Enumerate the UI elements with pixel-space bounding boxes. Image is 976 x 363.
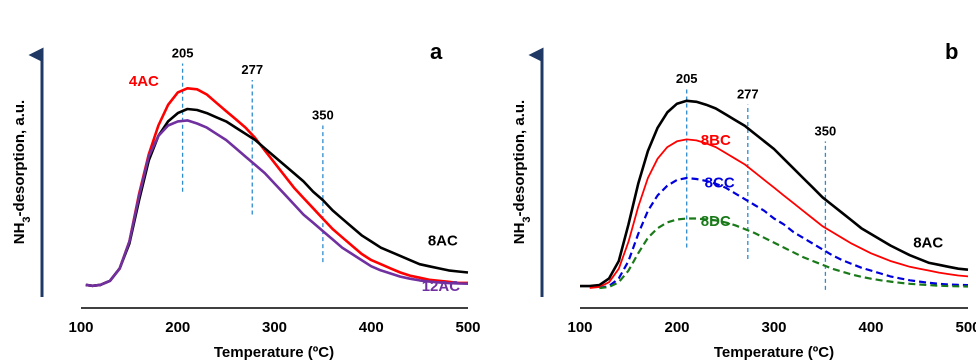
b-series-8CC (599, 176, 969, 290)
b-x-tick-label: 100 (567, 319, 592, 336)
a-x-tick-label: 500 (455, 319, 480, 336)
b-panel-label: b (945, 39, 958, 64)
b-x-tick-label: 200 (664, 319, 689, 336)
a-series-8AC (85, 107, 469, 288)
a-x-axis-label: Temperature (ºC) (214, 344, 334, 361)
b-series-8BC (589, 138, 969, 289)
b-x-tick-label: 400 (858, 319, 883, 336)
a-series-label-8AC: 8AC (428, 233, 458, 250)
a-x-tick-label: 100 (68, 319, 93, 336)
b-reference-label-205: 205 (676, 71, 698, 86)
b-reference-label-350: 350 (815, 123, 837, 138)
b-series-label-8CC: 8CC (705, 175, 735, 192)
b-y-axis-label: NH3-desorption, a.u. (511, 100, 533, 244)
a-y-axis-label: NH3-desorption, a.u. (11, 100, 33, 244)
a-series-label-4AC: 4AC (129, 73, 159, 90)
a-x-tick-label: 400 (359, 319, 384, 336)
b-series-8AC (580, 99, 969, 288)
b-series-label-8BC: 8BC (701, 132, 731, 149)
b-x-axis-label: Temperature (ºC) (714, 344, 834, 361)
b-series-label-8DC: 8DC (701, 213, 731, 230)
a-x-tick-label: 200 (165, 319, 190, 336)
b-x-tick-label: 500 (955, 319, 976, 336)
a-series-12AC (85, 119, 469, 288)
b-reference-label-277: 277 (737, 87, 759, 102)
a-x-tick-label: 300 (262, 319, 287, 336)
panel-a-chart: 100 200 300 400 500 Temperature (ºC) NH3-desor… (11, 39, 481, 361)
a-panel-label: a (430, 39, 443, 64)
b-series-8DC (599, 217, 969, 290)
panel-b-chart: 100 200 300 400 500 Temperature (ºC) NH3-desor… (511, 39, 976, 361)
a-reference-label-277: 277 (241, 62, 263, 77)
b-x-tick-label: 300 (761, 319, 786, 336)
b-series-label-8AC: 8AC (913, 234, 943, 251)
a-reference-label-350: 350 (312, 108, 334, 123)
a-reference-label-205: 205 (172, 45, 194, 60)
a-series-label-12AC: 12AC (422, 278, 461, 295)
